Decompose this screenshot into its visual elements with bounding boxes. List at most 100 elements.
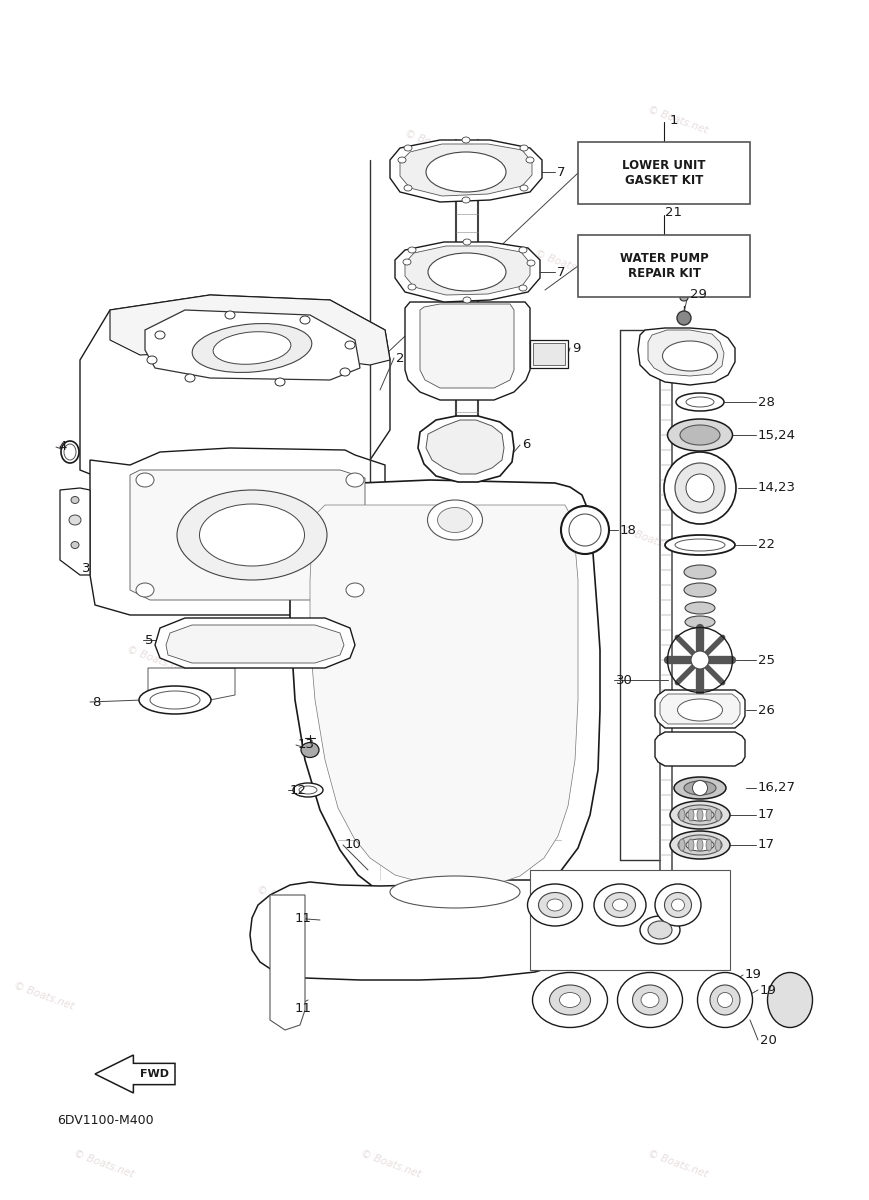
Text: © Boats.net: © Boats.net <box>647 104 709 136</box>
Ellipse shape <box>520 185 528 191</box>
Polygon shape <box>395 242 540 302</box>
Ellipse shape <box>686 809 714 821</box>
Ellipse shape <box>71 541 79 548</box>
Text: 21: 21 <box>666 206 682 220</box>
Polygon shape <box>655 732 745 766</box>
Ellipse shape <box>192 324 312 372</box>
Ellipse shape <box>519 284 527 290</box>
Ellipse shape <box>437 508 473 533</box>
Ellipse shape <box>715 809 721 821</box>
Ellipse shape <box>71 497 79 504</box>
Ellipse shape <box>767 972 813 1027</box>
Bar <box>578 142 750 204</box>
Ellipse shape <box>613 899 627 911</box>
Bar <box>530 870 730 970</box>
Ellipse shape <box>618 972 682 1027</box>
Ellipse shape <box>697 809 703 821</box>
Text: 4: 4 <box>58 440 66 454</box>
Text: 29: 29 <box>690 288 706 301</box>
Ellipse shape <box>688 809 694 821</box>
Text: LOWER UNIT
GASKET KIT: LOWER UNIT GASKET KIT <box>622 158 706 187</box>
Text: 26: 26 <box>758 703 775 716</box>
Polygon shape <box>60 488 90 575</box>
Text: © Boats.net: © Boats.net <box>73 1148 136 1180</box>
Ellipse shape <box>684 565 716 578</box>
Ellipse shape <box>674 778 726 799</box>
Text: 3: 3 <box>82 562 90 575</box>
Text: © Boats.net: © Boats.net <box>125 644 188 676</box>
Ellipse shape <box>706 809 712 821</box>
Polygon shape <box>655 690 745 728</box>
Text: © Boats.net: © Boats.net <box>647 1148 709 1180</box>
Ellipse shape <box>680 425 720 445</box>
Text: 6: 6 <box>522 438 530 451</box>
Text: 19: 19 <box>745 968 762 982</box>
Ellipse shape <box>560 992 580 1008</box>
Polygon shape <box>638 328 735 385</box>
Polygon shape <box>148 668 235 700</box>
Ellipse shape <box>136 473 154 487</box>
Text: © Boats.net: © Boats.net <box>403 128 466 160</box>
Polygon shape <box>110 295 390 365</box>
Ellipse shape <box>698 972 753 1027</box>
Ellipse shape <box>139 686 211 714</box>
Ellipse shape <box>679 809 685 821</box>
Ellipse shape <box>462 197 470 203</box>
Ellipse shape <box>225 311 235 319</box>
Polygon shape <box>290 480 600 908</box>
Ellipse shape <box>155 331 165 338</box>
Ellipse shape <box>691 650 709 670</box>
Ellipse shape <box>147 356 157 364</box>
Text: 22: 22 <box>758 539 775 552</box>
Ellipse shape <box>670 830 730 859</box>
Polygon shape <box>130 470 365 600</box>
Ellipse shape <box>561 506 609 554</box>
Ellipse shape <box>462 137 470 143</box>
Ellipse shape <box>428 253 506 290</box>
Ellipse shape <box>710 985 740 1015</box>
Ellipse shape <box>569 514 601 546</box>
Ellipse shape <box>549 985 591 1015</box>
Ellipse shape <box>533 972 607 1027</box>
Ellipse shape <box>675 463 725 514</box>
Bar <box>578 235 750 296</box>
Text: © Boats.net: © Boats.net <box>490 800 553 832</box>
Ellipse shape <box>345 341 355 349</box>
Text: 9: 9 <box>572 342 580 354</box>
Ellipse shape <box>527 884 582 926</box>
Ellipse shape <box>426 152 506 192</box>
Ellipse shape <box>672 899 685 911</box>
Polygon shape <box>426 420 504 474</box>
Ellipse shape <box>715 839 721 851</box>
Ellipse shape <box>428 500 482 540</box>
Polygon shape <box>400 144 532 196</box>
Polygon shape <box>310 505 578 888</box>
Text: © Boats.net: © Boats.net <box>386 608 448 640</box>
Text: © Boats.net: © Boats.net <box>56 440 118 472</box>
Ellipse shape <box>299 786 317 794</box>
Text: © Boats.net: © Boats.net <box>12 980 75 1012</box>
Ellipse shape <box>665 535 735 554</box>
Ellipse shape <box>403 259 411 265</box>
Text: © Boats.net: © Boats.net <box>534 248 596 280</box>
Ellipse shape <box>301 743 319 757</box>
Ellipse shape <box>605 893 635 918</box>
Ellipse shape <box>678 835 722 854</box>
Ellipse shape <box>718 992 733 1008</box>
Ellipse shape <box>463 296 471 302</box>
Text: WATER PUMP
REPAIR KIT: WATER PUMP REPAIR KIT <box>620 252 708 280</box>
Text: 14,23: 14,23 <box>758 481 796 494</box>
Ellipse shape <box>640 916 680 944</box>
Ellipse shape <box>390 876 520 908</box>
Text: 11: 11 <box>295 1002 312 1014</box>
Ellipse shape <box>676 392 724 410</box>
Text: 5: 5 <box>145 634 154 647</box>
Polygon shape <box>420 304 514 388</box>
Ellipse shape <box>177 490 327 580</box>
Polygon shape <box>390 140 542 202</box>
Polygon shape <box>90 448 385 614</box>
Ellipse shape <box>64 444 76 460</box>
Ellipse shape <box>340 368 350 376</box>
Ellipse shape <box>527 260 535 266</box>
Text: 25: 25 <box>758 654 775 666</box>
